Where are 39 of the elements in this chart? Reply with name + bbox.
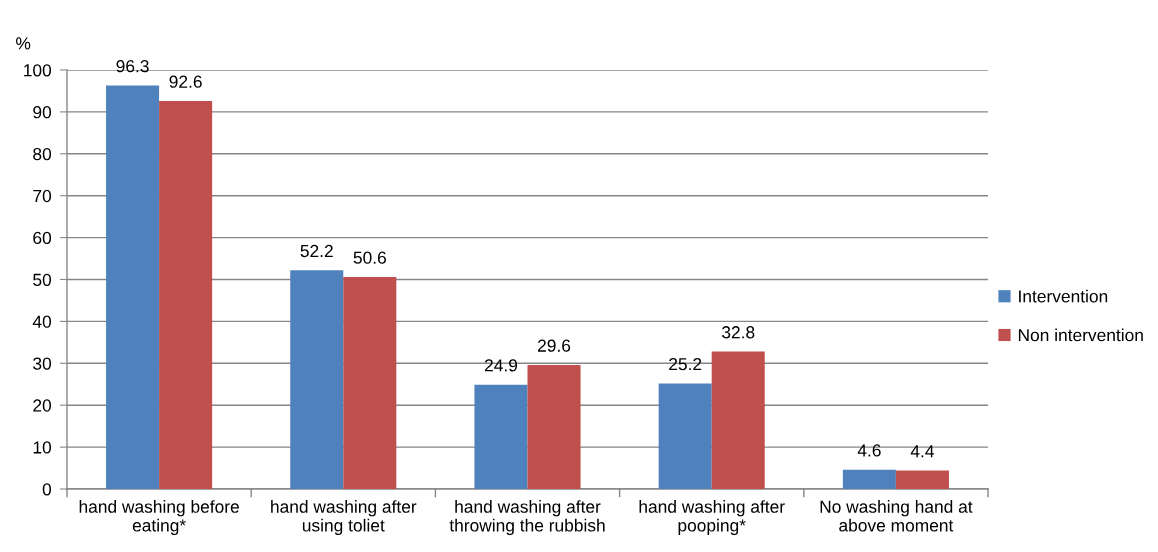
data-label: 50.6 — [353, 251, 386, 264]
bar — [527, 364, 581, 489]
data-label: 25.2 — [669, 357, 702, 371]
data-label: 96.3 — [116, 60, 149, 73]
y-tick-label: 100 — [24, 64, 52, 77]
y-tick-label: 30 — [33, 357, 52, 370]
bar — [290, 270, 344, 489]
y-tick-label: 70 — [33, 189, 52, 203]
bar — [895, 470, 949, 489]
x-tick-label: hand washing before eating* — [79, 500, 239, 535]
data-label: 32.8 — [721, 326, 755, 339]
x-tick-label: hand washing after throwing the rubbish — [449, 500, 605, 535]
x-tick-label: No washing hand at above moment — [820, 500, 973, 532]
bar — [159, 101, 213, 489]
y-axis-title: % — [16, 37, 31, 50]
bar — [711, 351, 765, 489]
y-tick-label: 20 — [33, 399, 52, 412]
legend-label: Non intervention — [1018, 328, 1143, 342]
bar — [106, 85, 160, 489]
data-label: 24.9 — [484, 359, 518, 372]
data-label: 92.6 — [169, 75, 202, 88]
data-label: 29.6 — [538, 339, 571, 352]
y-tick-label: 90 — [33, 106, 52, 119]
legend-label: Intervention — [1019, 289, 1108, 303]
x-tick-label: hand washing after pooping* — [639, 500, 785, 535]
bar — [474, 384, 528, 489]
data-label: 4.4 — [910, 445, 934, 458]
data-label: 52.2 — [300, 244, 333, 258]
y-tick-label: 60 — [33, 231, 52, 245]
y-tick-label: 50 — [33, 273, 52, 286]
y-tick-label: 40 — [32, 315, 52, 328]
y-tick-label: 10 — [33, 441, 52, 454]
bar — [658, 383, 712, 489]
x-tick-label: hand washing after using toliet — [271, 500, 417, 535]
data-label: 4.6 — [857, 444, 881, 457]
bar — [343, 276, 397, 489]
y-tick-label: 80 — [33, 147, 52, 161]
y-tick-label: 0 — [42, 483, 52, 496]
bar — [842, 469, 896, 489]
